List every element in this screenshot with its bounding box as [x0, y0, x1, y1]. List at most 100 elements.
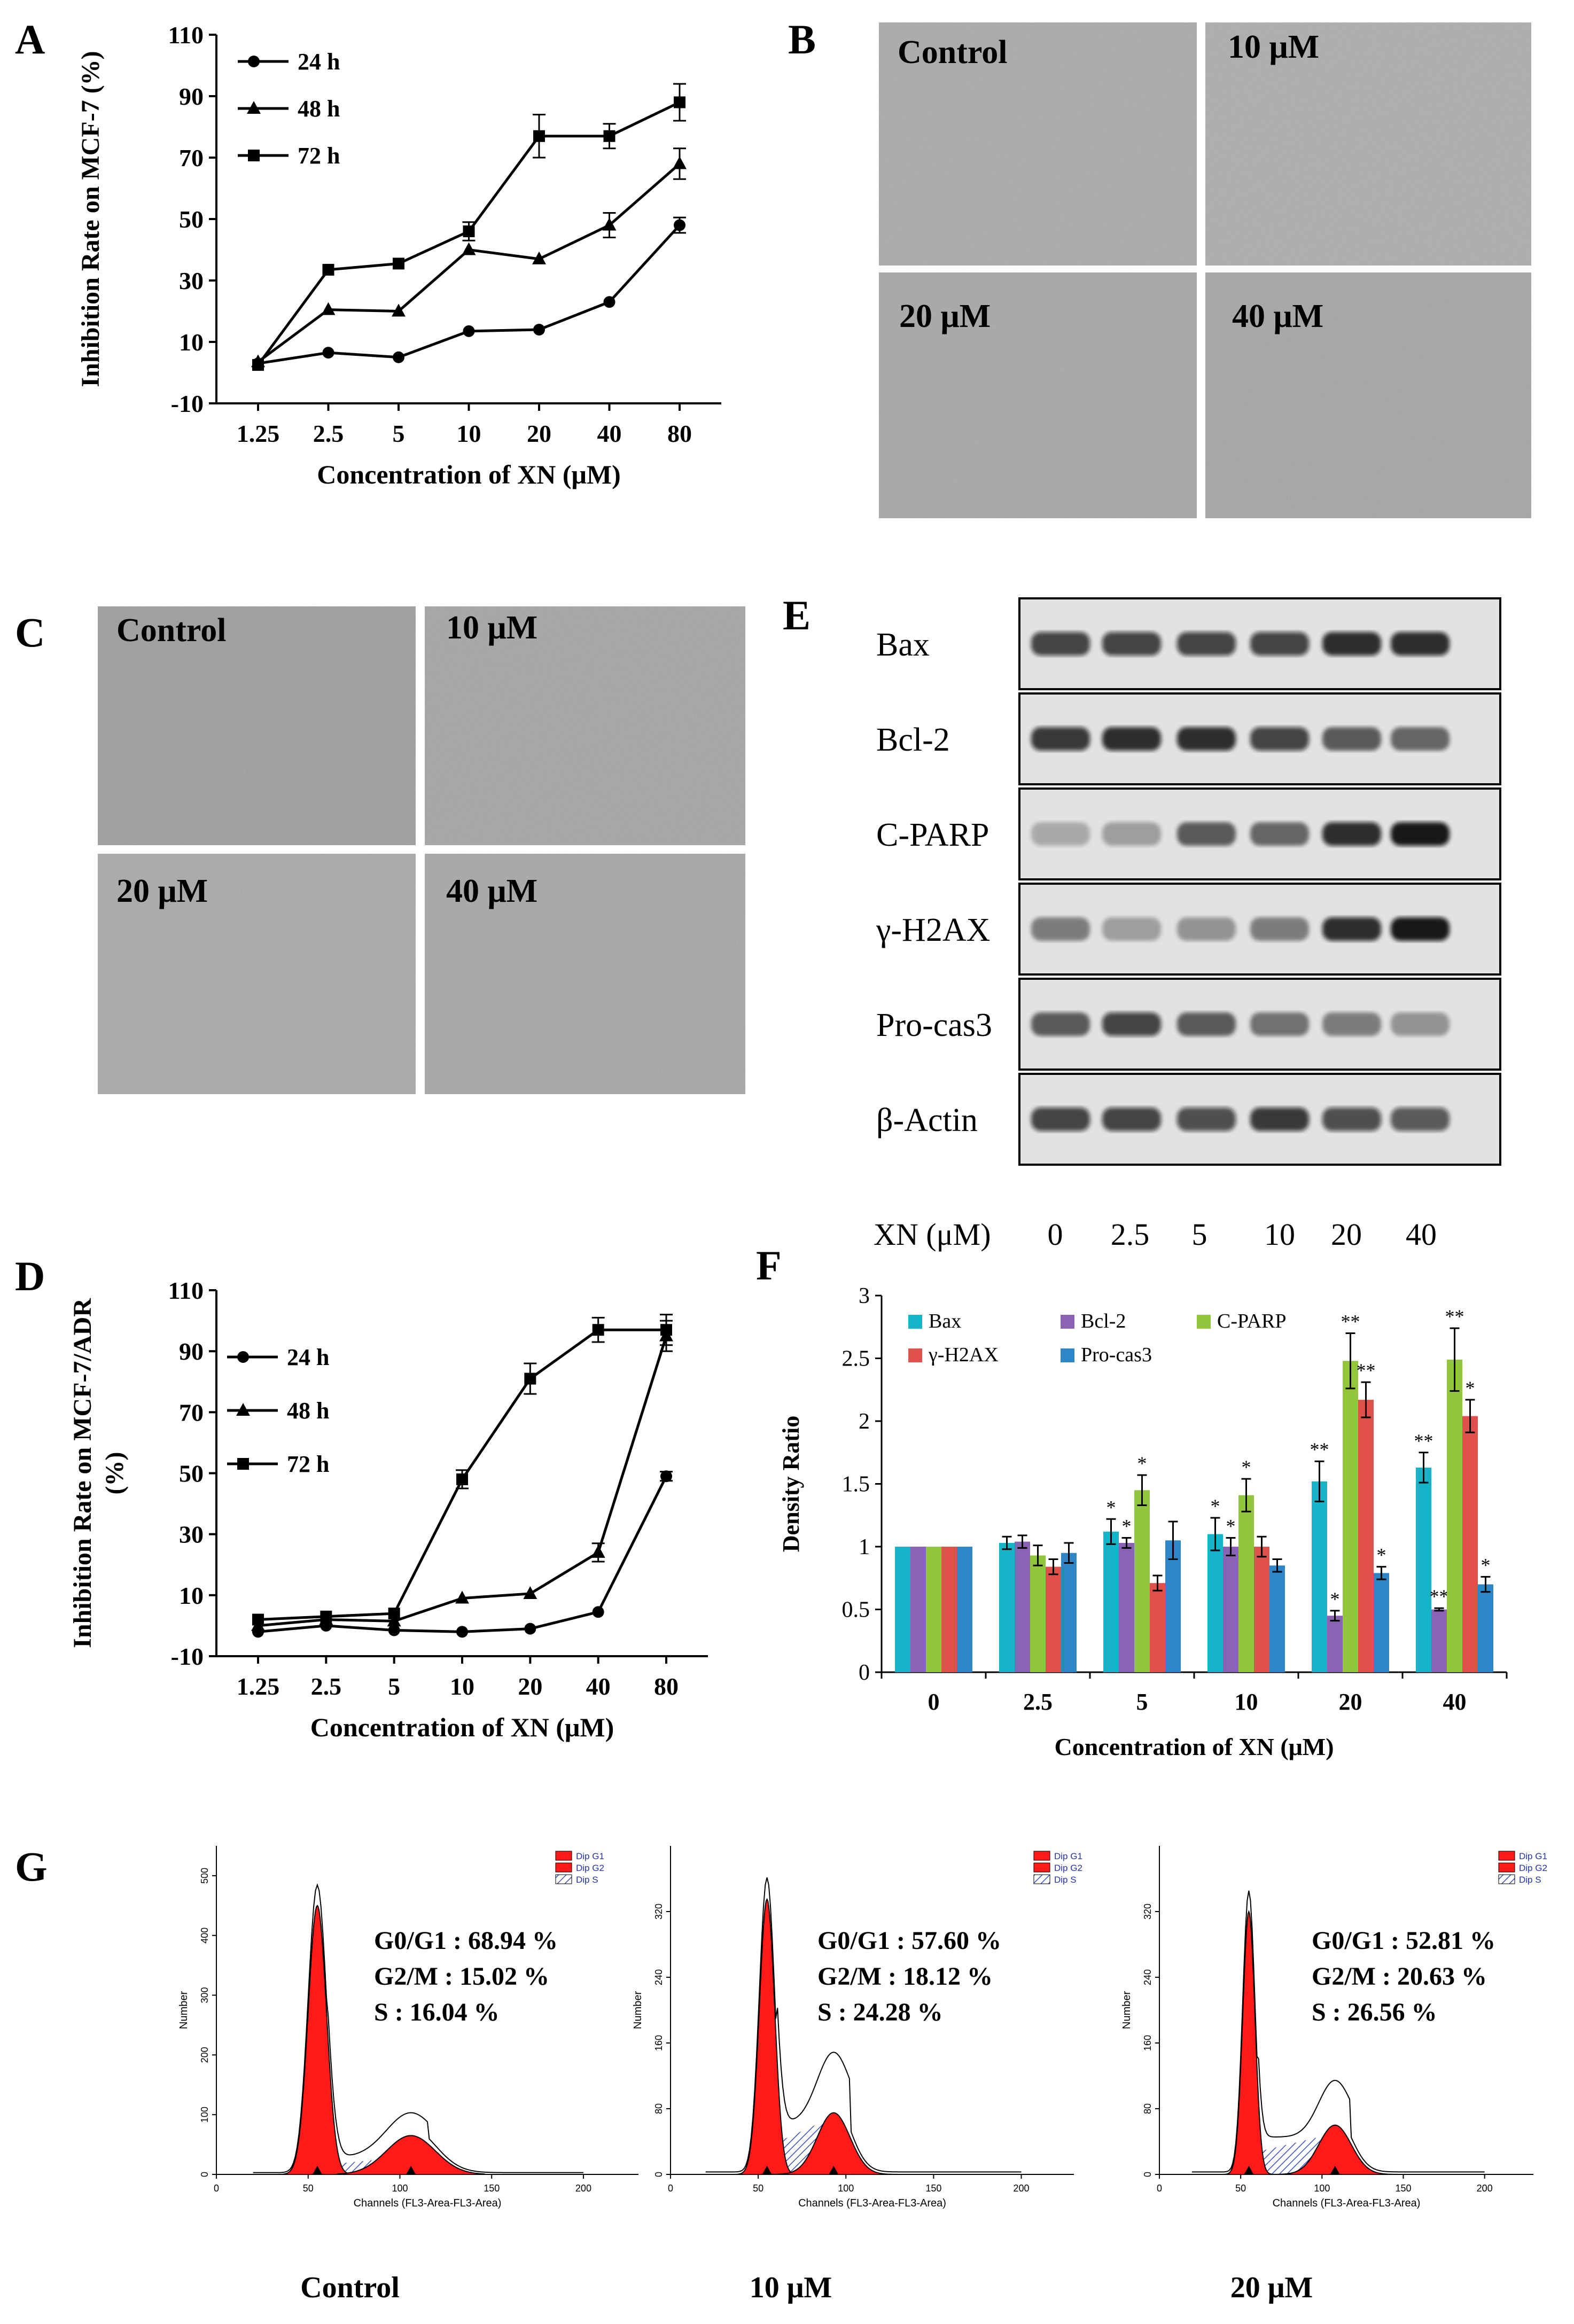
blot-band [1391, 727, 1450, 751]
significance-mark: ** [1357, 1360, 1376, 1381]
y-tick-label: 110 [168, 1277, 204, 1304]
data-point [463, 325, 475, 337]
x-tick-label: 2.5 [313, 420, 344, 447]
y-tick-label: 1 [859, 1535, 870, 1559]
g2-peak [1269, 2124, 1401, 2175]
micrograph-label: 40 μM [446, 873, 537, 909]
g2m-percentage: G2/M : 20.63 % [1312, 1962, 1487, 1991]
data-point [320, 1610, 332, 1623]
data-point [533, 130, 545, 142]
x-tick-label: 40 [597, 420, 622, 447]
legend-label: 72 h [287, 1451, 329, 1477]
data-point [673, 156, 687, 169]
data-point [592, 1324, 604, 1336]
blot-band [1322, 822, 1381, 846]
y-tick-label: 0.5 [842, 1598, 870, 1623]
blot-band [1250, 822, 1309, 846]
histogram-outline [253, 1883, 583, 2173]
bar [999, 1542, 1015, 1672]
peak-arrow-icon [312, 2166, 322, 2174]
y-tick-label: 200 [199, 2047, 210, 2063]
significance-mark: * [1330, 1588, 1340, 1610]
data-point [387, 1613, 401, 1627]
bar [1358, 1400, 1374, 1672]
series-line-24h [258, 1476, 668, 1633]
panel-label-f: F [756, 1242, 782, 1289]
panel-label-d: D [15, 1253, 45, 1299]
blot-band [1391, 822, 1450, 846]
micrograph-label: Control [898, 34, 1008, 71]
y-tick-label: 160 [653, 2035, 664, 2051]
y-axis-title: Number [632, 1991, 644, 2029]
bar [1254, 1547, 1269, 1672]
bar [1119, 1542, 1134, 1672]
x-tick-label: 5 [393, 420, 405, 447]
protein-label: C-PARP [876, 817, 989, 853]
significance-mark: * [1377, 1545, 1386, 1566]
blot-band [1322, 1108, 1381, 1131]
significance-mark: ** [1341, 1311, 1360, 1332]
blot-band [1102, 822, 1161, 846]
y-tick-label: 30 [179, 1521, 204, 1548]
significance-mark: * [1122, 1516, 1132, 1537]
panel-label-g: G [15, 1843, 48, 1890]
legend-swatch [555, 1851, 572, 1861]
g2-peak [337, 2135, 485, 2175]
bar [1134, 1490, 1150, 1672]
blot-band [1250, 632, 1309, 656]
y-tick-label: 0 [1142, 2172, 1153, 2177]
x-tick-label: 150 [484, 2183, 500, 2194]
panel-label-c: C [15, 609, 45, 656]
y-tick-label: 0 [859, 1660, 870, 1685]
protein-label: Pro-cas3 [876, 1007, 992, 1043]
peak-arrow-icon [762, 2166, 772, 2174]
bar [1223, 1547, 1238, 1672]
x-tick-label: 50 [753, 2183, 763, 2194]
y-tick-label: 0 [653, 2172, 664, 2177]
blot-band [1391, 917, 1450, 941]
x-tick-label: 80 [654, 1673, 679, 1700]
bar [895, 1547, 910, 1672]
blot-band [1322, 917, 1381, 941]
x-tick-label: 40 [586, 1673, 611, 1700]
significance-mark: * [1481, 1554, 1491, 1576]
data-point [463, 225, 475, 237]
legend-label: Dip G2 [576, 1863, 604, 1873]
data-point [322, 263, 334, 276]
blot-band [1177, 727, 1236, 751]
micrograph-label: 40 μM [1232, 298, 1323, 334]
x-tick-label: 200 [1013, 2183, 1029, 2194]
dose-label: 5 [1192, 1217, 1207, 1252]
blot-band [1031, 727, 1090, 751]
significance-mark: * [1466, 1377, 1475, 1399]
blot-band [1102, 632, 1161, 656]
histogram-outline [1191, 1890, 1485, 2173]
legend-label: Dip G1 [1054, 1851, 1082, 1861]
dose-label: 10 [1264, 1217, 1295, 1252]
panel-label-e: E [783, 592, 811, 638]
bar [1374, 1573, 1389, 1672]
blot-band [1250, 1012, 1309, 1036]
protein-label: Bcl-2 [876, 722, 950, 758]
blot-band [1102, 917, 1161, 941]
blot-band [1250, 917, 1309, 941]
blot-band [1177, 917, 1236, 941]
data-point [456, 1473, 468, 1485]
x-tick-label: 20 [1339, 1689, 1362, 1715]
blot-band [1391, 1012, 1450, 1036]
legend-swatch [555, 1874, 572, 1884]
peak-arrow-icon [1244, 2166, 1254, 2174]
data-point [455, 1590, 469, 1604]
data-point [591, 1545, 605, 1558]
legend-label: Dip S [576, 1875, 598, 1885]
bar [1416, 1467, 1431, 1672]
data-point [532, 251, 546, 264]
micrograph-c-control: Control [98, 606, 416, 845]
protein-label: γ-H2AX [876, 912, 990, 948]
data-point [524, 1623, 536, 1635]
x-tick-label: 0 [1157, 2183, 1162, 2194]
bar [1030, 1555, 1046, 1672]
legend-swatch [1033, 1874, 1050, 1884]
blot-band [1031, 632, 1090, 656]
x-tick-label: 100 [838, 2183, 854, 2194]
